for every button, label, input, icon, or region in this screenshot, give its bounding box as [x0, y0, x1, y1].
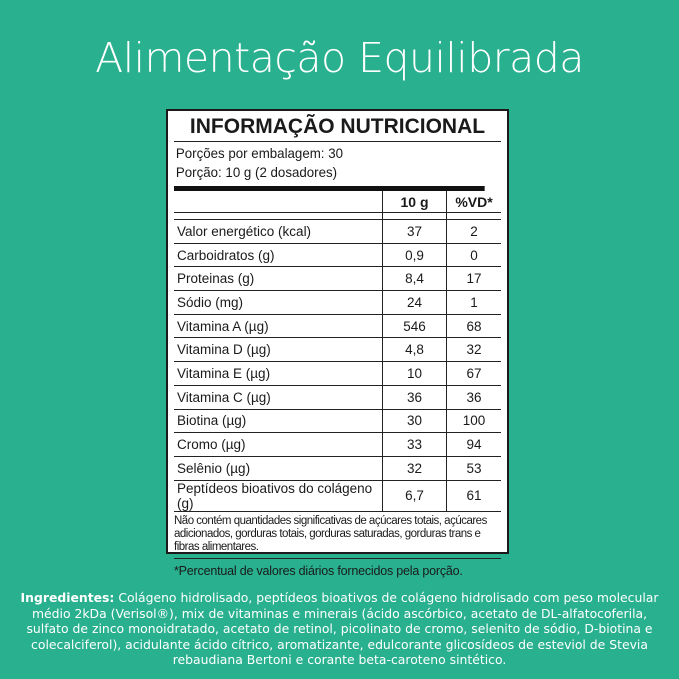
serving-info: Porções por embalagem: 30 Porção: 10 g (… — [174, 142, 485, 191]
table-header-row: 10 g %VD* — [174, 191, 501, 213]
nutrition-facts-table: INFORMAÇÃO NUTRICIONAL Porções por embal… — [166, 109, 509, 578]
nutrient-name: Vitamina D (µg) — [174, 337, 383, 363]
table-row: Selênio (µg) 32 53 — [174, 456, 501, 481]
table-heading: INFORMAÇÃO NUTRICIONAL — [174, 111, 501, 142]
servings-per-package: Porções por embalagem: 30 — [175, 145, 343, 161]
footnote: *Percentual de valores diários fornecido… — [174, 563, 463, 578]
nutrient-dv: 68 — [446, 314, 501, 339]
table-row: Cromo (µg) 33 94 — [174, 432, 501, 457]
nutrient-dv: 17 — [446, 266, 501, 292]
nutrient-amount: 8,4 — [382, 266, 447, 292]
nutrient-table: 10 g %VD* Valor energético (kcal) 37 2 Carb… — [174, 191, 501, 512]
col-dv: %VD* — [446, 191, 501, 213]
table-row: Proteinas (g) 8,4 17 — [174, 266, 501, 292]
nutrient-dv: 32 — [446, 337, 501, 363]
table-row: Carboidratos (g) 0,9 0 — [174, 243, 501, 268]
nutrient-dv: 1 — [446, 290, 501, 315]
serving-size: Porção: 10 g (2 dosadores) — [175, 164, 338, 180]
nutrient-name: Selênio (µg) — [174, 456, 383, 481]
nutrient-name: Valor energético (kcal) — [174, 219, 383, 244]
nutrient-amount: 546 — [382, 314, 447, 339]
table-row: Sódio (mg) 24 1 — [174, 290, 501, 315]
nutrient-name: Biotina (µg) — [174, 409, 383, 434]
nutrient-name: Vitamina E (µg) — [174, 361, 383, 386]
nutrient-dv: 67 — [446, 361, 501, 386]
table-row: Vitamina E (µg) 10 67 — [174, 361, 501, 386]
ingredients-label: Ingredientes: — [20, 590, 115, 605]
table-row: Peptídeos bioativos do colágeno (g) 6,7 61 — [174, 480, 501, 512]
nutrient-dv: 61 — [446, 480, 501, 512]
nutrient-amount: 4,8 — [382, 337, 447, 363]
nutrient-name: Vitamina C (µg) — [174, 385, 383, 410]
nutrient-amount: 37 — [382, 219, 447, 244]
table-row: Vitamina A (µg) 546 68 — [174, 314, 501, 339]
nutrient-dv: 2 — [446, 219, 501, 244]
nutrient-dv: 53 — [446, 456, 501, 481]
table-row: Vitamina C (µg) 36 36 — [174, 385, 501, 410]
nutrient-name: Peptídeos bioativos do colágeno (g) — [174, 480, 383, 512]
nutrient-dv: 100 — [446, 409, 501, 434]
table-row: Valor energético (kcal) 37 2 — [174, 219, 501, 244]
nutrient-dv: 94 — [446, 432, 501, 457]
nutrient-amount: 10 — [382, 361, 447, 386]
nutrient-name: Proteinas (g) — [174, 266, 383, 292]
table-row: Biotina (µg) 30 100 — [174, 409, 501, 434]
page-title: Alimentação Equilibrada — [95, 34, 584, 82]
nutrient-name: Carboidratos (g) — [174, 243, 383, 268]
nutrient-name: Cromo (µg) — [174, 432, 383, 457]
nutrient-dv: 36 — [446, 385, 501, 410]
nutrient-dv: 0 — [446, 243, 501, 268]
col-amount: 10 g — [382, 191, 447, 213]
nutrient-amount: 36 — [382, 385, 447, 410]
ingredients-text: Colágeno hidrolisado, peptídeos bioativo… — [26, 590, 659, 667]
nutrient-amount: 0,9 — [382, 243, 447, 268]
disclaimer-note: Não contém quantidades significativas de… — [174, 512, 501, 559]
nutrient-amount: 30 — [382, 409, 447, 434]
nutrient-amount: 32 — [382, 456, 447, 481]
nutrient-amount: 6,7 — [382, 480, 447, 512]
nutrient-name: Sódio (mg) — [174, 290, 383, 315]
nutrient-amount: 33 — [382, 432, 447, 457]
table-row: Vitamina D (µg) 4,8 32 — [174, 337, 501, 363]
nutrient-name: Vitamina A (µg) — [174, 314, 383, 339]
nutrient-amount: 24 — [382, 290, 447, 315]
ingredients: Ingredientes: Colágeno hidrolisado, pept… — [20, 590, 659, 668]
